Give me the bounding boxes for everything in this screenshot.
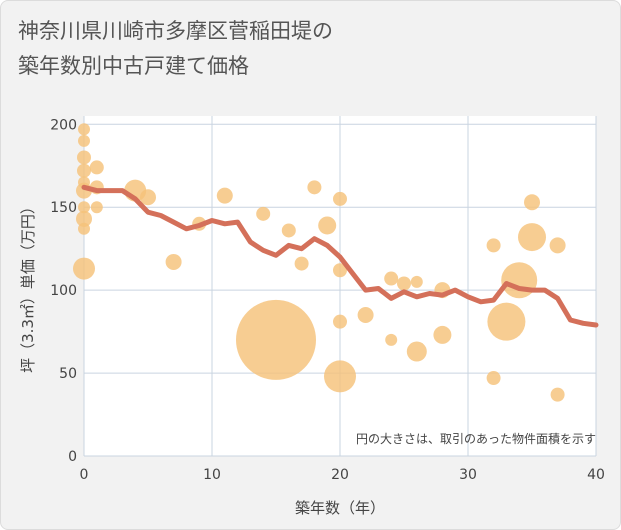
bubble-point-21 bbox=[294, 256, 309, 271]
bubble-point-33 bbox=[406, 341, 427, 362]
x-tick-label-0: 0 bbox=[80, 467, 89, 483]
bubble-point-19 bbox=[236, 299, 316, 380]
bubble-point-22 bbox=[307, 180, 322, 195]
bubble-point-20 bbox=[281, 223, 296, 238]
axis-ticks: 0 10 20 30 40 0 50 100 150 200 bbox=[50, 117, 605, 483]
bubble-point-43 bbox=[550, 387, 565, 402]
bubble-layer bbox=[73, 123, 566, 402]
bubble-point-24 bbox=[333, 191, 347, 206]
chart-title-line-1: 神奈川県川崎市多摩区菅稲田堤の bbox=[18, 19, 333, 43]
chart-title-line-2: 築年数別中古戸建て価格 bbox=[18, 54, 249, 78]
bubble-point-7 bbox=[76, 210, 92, 227]
bubble-point-18 bbox=[256, 206, 271, 221]
bubble-point-23 bbox=[318, 216, 337, 235]
bubble-point-40 bbox=[524, 194, 540, 211]
x-tick-label-20: 20 bbox=[331, 467, 349, 483]
bubble-point-14 bbox=[140, 189, 156, 206]
x-axis-label: 築年数（年） bbox=[295, 499, 385, 517]
bubble-point-39 bbox=[501, 262, 538, 299]
x-tick-label-10: 10 bbox=[203, 467, 221, 483]
size-note: 円の大きさは、取引のあった物件面積を示す bbox=[356, 431, 596, 446]
bubble-point-32 bbox=[410, 275, 423, 288]
bubble-point-27 bbox=[324, 360, 356, 393]
bubble-point-26 bbox=[333, 314, 347, 329]
y-tick-label-100: 100 bbox=[50, 283, 77, 299]
bubble-point-31 bbox=[397, 276, 411, 291]
bubble-point-30 bbox=[385, 333, 398, 346]
y-axis-label: 坪（3.3㎡）単価（万円） bbox=[19, 199, 37, 373]
bubble-point-36 bbox=[486, 238, 501, 253]
bubble-point-17 bbox=[216, 187, 233, 204]
bubble-point-38 bbox=[487, 302, 526, 341]
bubble-point-37 bbox=[486, 371, 501, 386]
bubble-point-10 bbox=[89, 160, 104, 175]
bubble-point-1 bbox=[78, 134, 90, 147]
average-price-line bbox=[81, 184, 599, 328]
bubble-point-8 bbox=[78, 222, 90, 235]
bubble-point-9 bbox=[73, 257, 95, 280]
y-tick-label-200: 200 bbox=[50, 117, 77, 133]
chart-title: 神奈川県川崎市多摩区菅稲田堤の 築年数別中古戸建て価格 bbox=[18, 14, 333, 84]
y-tick-label-50: 50 bbox=[59, 366, 77, 382]
bubble-point-3 bbox=[77, 163, 91, 178]
bubble-point-28 bbox=[357, 307, 374, 324]
y-tick-label-150: 150 bbox=[50, 200, 77, 216]
bubble-point-25 bbox=[333, 263, 347, 278]
bubble-point-0 bbox=[78, 123, 90, 136]
x-tick-label-30: 30 bbox=[459, 467, 477, 483]
bubble-point-15 bbox=[165, 253, 182, 270]
x-tick-label-40: 40 bbox=[587, 467, 605, 483]
bubble-point-12 bbox=[90, 201, 103, 214]
bubble-point-35 bbox=[433, 325, 452, 344]
bubble-point-41 bbox=[518, 223, 546, 252]
bubble-point-2 bbox=[77, 150, 91, 165]
bubble-point-29 bbox=[384, 271, 399, 286]
bubble-point-6 bbox=[78, 201, 90, 214]
y-tick-label-0: 0 bbox=[68, 449, 77, 465]
bubble-point-42 bbox=[549, 237, 566, 254]
